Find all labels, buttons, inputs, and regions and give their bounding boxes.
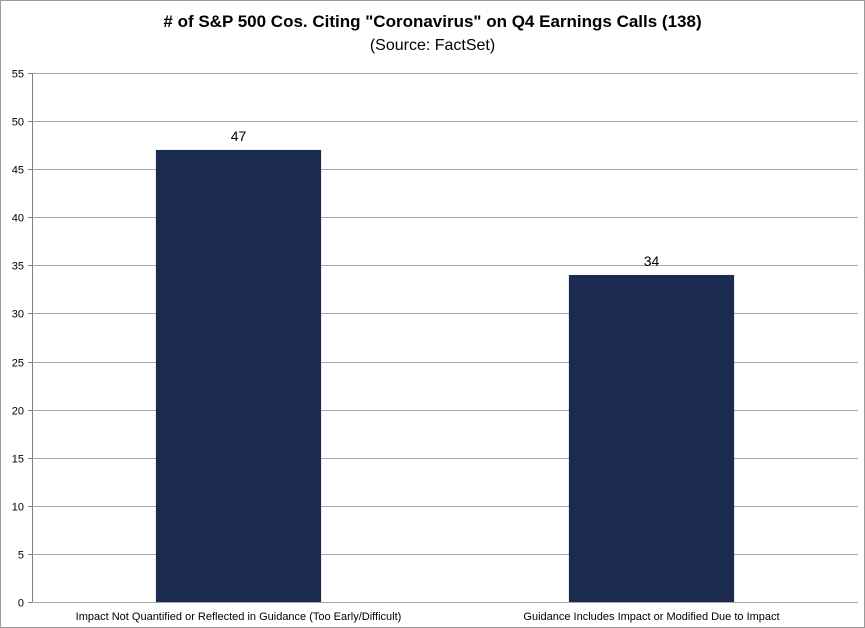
y-tick-label-25: 25: [12, 358, 24, 370]
data-label-1: 47: [231, 128, 247, 144]
bar-2: [568, 274, 735, 602]
data-label-2: 34: [644, 253, 660, 269]
y-tick-label-30: 30: [12, 309, 24, 321]
y-tick-label-15: 15: [12, 454, 24, 466]
y-tick-label-20: 20: [12, 406, 24, 418]
y-tick-label-45: 45: [12, 165, 24, 177]
y-tick-label-55: 55: [12, 69, 24, 81]
y-tick-label-10: 10: [12, 502, 24, 514]
chart-subtitle: (Source: FactSet): [369, 37, 496, 54]
y-tick-label-35: 35: [12, 261, 24, 273]
y-tick-label-50: 50: [12, 117, 24, 129]
x-category-label-2: Guidance Includes Impact or Modified Due…: [523, 611, 779, 623]
bar-1: [155, 149, 322, 603]
x-category-label-1: Impact Not Quantified or Reflected in Gu…: [76, 611, 402, 623]
y-tick-label-40: 40: [12, 213, 24, 225]
y-tick-label-5: 5: [18, 550, 24, 562]
y-tick-label-0: 0: [18, 598, 24, 610]
chart-title: # of S&P 500 Cos. Citing "Coronavirus" o…: [163, 12, 702, 31]
